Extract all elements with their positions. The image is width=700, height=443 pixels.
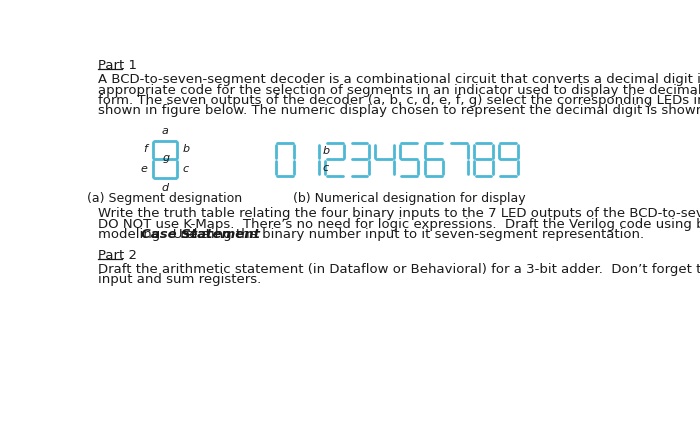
Text: (b) Numerical designation for display: (b) Numerical designation for display bbox=[293, 192, 526, 205]
Text: Draft the arithmetic statement (in Dataflow or Behavioral) for a 3-bit adder.  D: Draft the arithmetic statement (in Dataf… bbox=[98, 263, 700, 276]
Text: a: a bbox=[162, 125, 169, 136]
Text: g: g bbox=[163, 153, 170, 163]
Text: b: b bbox=[183, 144, 190, 155]
Text: form. The seven outputs of the decoder (a, b, c, d, e, f, g) select the correspo: form. The seven outputs of the decoder (… bbox=[98, 94, 700, 107]
Text: Write the truth table relating the four binary inputs to the 7 LED outputs of th: Write the truth table relating the four … bbox=[98, 207, 700, 220]
Text: relating the binary number input to it seven-segment representation.: relating the binary number input to it s… bbox=[176, 228, 645, 241]
Text: modeling.  Use a: modeling. Use a bbox=[98, 228, 215, 241]
Text: Case Statement: Case Statement bbox=[141, 228, 260, 241]
Text: d: d bbox=[162, 183, 169, 193]
Text: shown in figure below. The numeric display chosen to represent the decimal digit: shown in figure below. The numeric displ… bbox=[98, 105, 700, 117]
Text: Part 2: Part 2 bbox=[98, 249, 137, 262]
Text: b: b bbox=[322, 146, 330, 156]
Text: c: c bbox=[183, 164, 189, 175]
Text: DO NOT use K-Maps.  There’s no need for logic expressions.  Draft the Verilog co: DO NOT use K-Maps. There’s no need for l… bbox=[98, 218, 700, 230]
Text: (a) Segment designation: (a) Segment designation bbox=[88, 192, 243, 205]
Text: A BCD-to-seven-segment decoder is a combinational circuit that converts a decima: A BCD-to-seven-segment decoder is a comb… bbox=[98, 73, 700, 86]
Text: appropriate code for the selection of segments in an indicator used to display t: appropriate code for the selection of se… bbox=[98, 84, 700, 97]
Text: c: c bbox=[322, 163, 328, 172]
Text: Part 1: Part 1 bbox=[98, 59, 137, 72]
Text: input and sum registers.: input and sum registers. bbox=[98, 273, 262, 286]
Text: e: e bbox=[140, 164, 147, 175]
Text: f: f bbox=[144, 144, 147, 155]
